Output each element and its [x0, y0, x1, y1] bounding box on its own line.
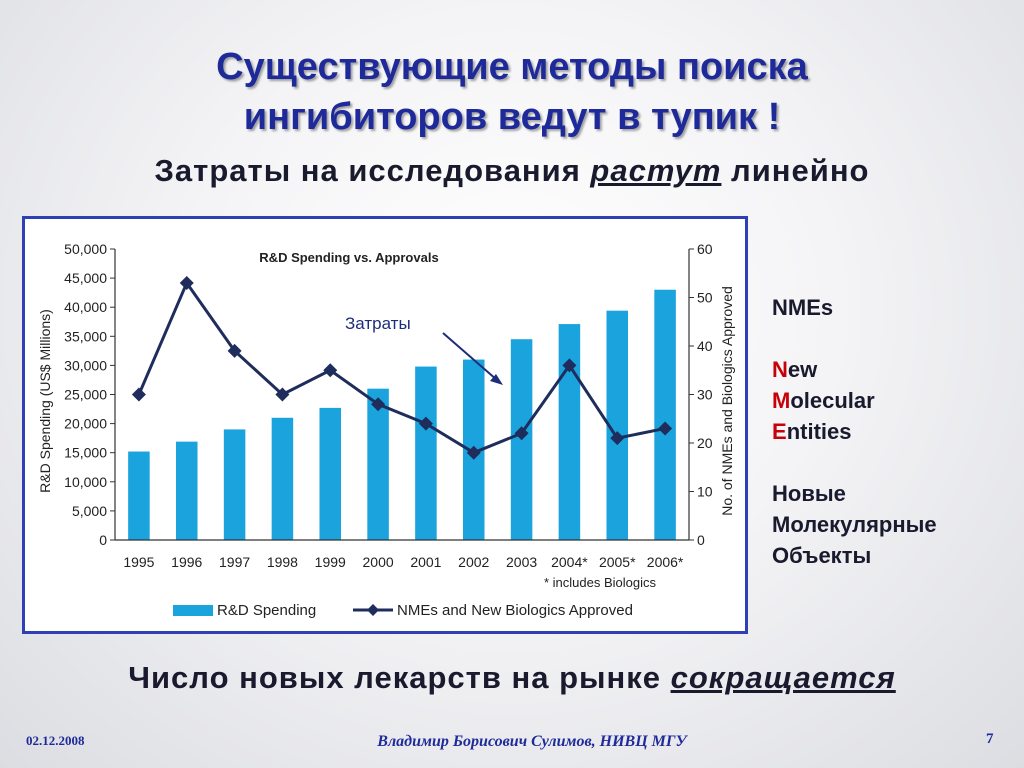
y-right-tick-label: 50	[697, 290, 713, 306]
legend-bar-swatch	[173, 605, 213, 616]
chart-frame: 0 5,000 10,000 15,000 20,000 25,000 30,000 35,0…	[22, 216, 748, 634]
y-left-tick-label: 30,000	[64, 357, 107, 373]
bar-rd-spending	[654, 289, 676, 540]
nme-line-molecular: Molecular	[772, 385, 1022, 416]
subtitle-post: линейно	[721, 153, 870, 188]
x-tick-label: 2004*	[551, 554, 588, 570]
y-left-tick-label: 50,000	[64, 241, 107, 257]
y-right-tick-label: 30	[697, 387, 713, 403]
y-right-tick-label: 0	[697, 532, 705, 548]
line-point-approvals	[610, 431, 625, 446]
chart-footnote: * includes Biologics	[544, 575, 657, 590]
chart-title: R&D Spending vs. Approvals	[259, 250, 438, 265]
footer-author: Владимир Борисович Сулимов, НИВЦ МГУ	[377, 733, 687, 750]
bar-rd-spending	[415, 366, 437, 540]
legend-line-label: NMEs and New Biologics Approved	[397, 602, 633, 619]
nme-initial-e: E	[772, 419, 787, 444]
y-axis-right-label: No. of NMEs and Biologics Approved	[719, 286, 735, 516]
bar-rd-spending	[319, 407, 342, 540]
legend-bar-label: R&D Spending	[217, 602, 316, 619]
legend-line-marker	[367, 604, 379, 616]
x-tick-label: 1999	[315, 554, 346, 570]
slide-title-line2: ингибиторов ведут в тупик !	[243, 96, 781, 138]
y-left-tick-label: 5,000	[72, 503, 107, 519]
x-tick-label: 2000	[363, 554, 394, 570]
line-point-approvals	[418, 416, 433, 431]
y-right-tick-label: 60	[697, 241, 713, 257]
subtitle-emphasis: растут	[590, 153, 722, 188]
nme-ru-line3: Объекты	[772, 543, 872, 568]
x-tick-label: 1995	[123, 554, 154, 570]
x-tick-label: 2003	[506, 554, 537, 570]
nme-initial-n: N	[772, 357, 788, 382]
y-right-tick-label: 10	[697, 484, 713, 500]
nme-ru-line1: Новые	[772, 481, 846, 506]
y-right-tick-label: 40	[697, 338, 713, 354]
line-point-approvals	[466, 445, 481, 460]
line-point-approvals	[227, 343, 242, 358]
line-point-approvals	[562, 358, 577, 373]
nme-rest-ew: ew	[787, 357, 818, 382]
y-left-tick-label: 15,000	[64, 445, 107, 461]
x-tick-label: 2001	[410, 554, 441, 570]
line-point-approvals	[323, 363, 338, 378]
conclusion-pre: Число новых лекарств на рынке	[128, 660, 671, 695]
nme-ru-line2: Молекулярные	[772, 512, 937, 537]
annotation-arrowhead	[490, 374, 503, 385]
line-series	[131, 275, 673, 460]
y-right-tick-label: 20	[697, 435, 713, 451]
conclusion-line: Число новых лекарств на рынке сокращаетс…	[0, 660, 1024, 696]
chart-svg: 0 5,000 10,000 15,000 20,000 25,000 30,000 35,0…	[37, 241, 735, 619]
chart-axes: 0 5,000 10,000 15,000 20,000 25,000 30,000 35,0…	[64, 241, 713, 570]
y-left-tick-label: 10,000	[64, 474, 107, 490]
y-left-tick-label: 40,000	[64, 299, 107, 315]
x-tick-label: 1997	[219, 554, 250, 570]
x-tick-label: 1996	[171, 554, 202, 570]
bar-rd-spending	[175, 441, 198, 540]
footer-date: 02.12.2008	[26, 733, 85, 748]
chart-legend: R&D Spending NMEs and New Biologics Appr…	[173, 602, 633, 619]
nme-heading: NMEs	[772, 295, 834, 320]
y-left-tick-label: 35,000	[64, 328, 107, 344]
bar-rd-spending	[367, 388, 389, 540]
bar-rd-spending	[606, 310, 629, 540]
line-point-approvals	[658, 421, 673, 436]
subtitle: Затраты на исследования растут линейно	[0, 153, 1024, 189]
bar-rd-spending	[223, 429, 246, 540]
bar-rd-spending	[128, 451, 150, 540]
page-number: 7	[986, 731, 994, 747]
x-tick-label: 2002	[458, 554, 489, 570]
nme-rest-olecular: olecular	[790, 388, 875, 413]
slide-title-line1: Существующие методы поиска	[216, 46, 808, 88]
line-approvals	[137, 281, 666, 455]
line-point-approvals	[371, 397, 386, 412]
subtitle-pre: Затраты на исследования	[154, 153, 591, 188]
nme-line-entities: Entities	[772, 416, 1022, 447]
bar-rd-spending	[558, 324, 581, 540]
x-tick-label: 2006*	[647, 554, 684, 570]
line-point-approvals	[514, 426, 529, 441]
y-left-tick-label: 45,000	[64, 270, 107, 286]
y-left-tick-label: 20,000	[64, 416, 107, 432]
slide-title: Существующие методы поиска ингибиторов в…	[0, 42, 1024, 142]
y-left-tick-label: 25,000	[64, 387, 107, 403]
conclusion-emphasis: сокращается	[670, 660, 896, 695]
line-point-approvals	[179, 275, 194, 290]
line-point-approvals	[275, 387, 290, 402]
annotation-label: Затраты	[345, 314, 411, 333]
x-tick-label: 1998	[267, 554, 298, 570]
nme-line-new: New	[772, 354, 1022, 385]
nme-initial-m: M	[772, 388, 791, 413]
nme-rest-ntities: ntities	[786, 419, 852, 444]
annotation-arrow	[442, 332, 498, 381]
y-left-tick-label: 0	[99, 532, 107, 548]
nme-definition-panel: NMEs New Molecular Entities Новые Молеку…	[772, 292, 1022, 571]
line-point-approvals	[131, 387, 146, 402]
x-tick-label: 2005*	[599, 554, 636, 570]
y-axis-left-label: R&D Spending (US$ Millions)	[37, 309, 53, 493]
bar-rd-spending	[271, 417, 294, 540]
